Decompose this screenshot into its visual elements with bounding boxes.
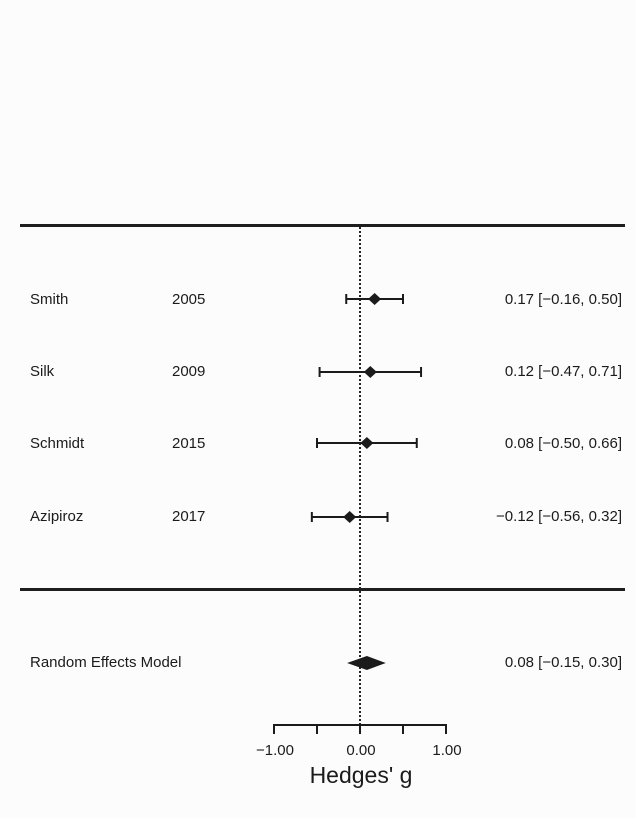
top-rule <box>20 224 625 227</box>
study-estimate-ci: 0.17 [−0.16, 0.50] <box>504 291 622 308</box>
summary-estimate-ci: 0.08 [−0.15, 0.30] <box>504 654 622 671</box>
study-name: Schmidt <box>30 435 85 452</box>
study-year: 2005 <box>172 291 206 308</box>
summary-diamond <box>347 656 386 670</box>
x-tick-label-zero: 0.00 <box>346 742 376 759</box>
point-estimate-diamond <box>343 511 357 523</box>
x-axis-title: Hedges' g <box>309 762 413 788</box>
study-year: 2009 <box>172 363 206 380</box>
x-tick-label-pos1: 1.00 <box>432 742 462 759</box>
study-estimate-ci: 0.12 [−0.47, 0.71] <box>504 363 622 380</box>
study-year: 2017 <box>172 508 206 525</box>
point-estimate-diamond <box>368 293 382 305</box>
point-estimate-diamond <box>363 366 377 378</box>
study-name: Silk <box>30 363 55 380</box>
zero-reference-line <box>359 227 361 725</box>
study-estimate-ci: 0.08 [−0.50, 0.66] <box>504 435 622 452</box>
study-name: Smith <box>30 291 69 308</box>
study-estimate-ci: −0.12 [−0.56, 0.32] <box>496 508 622 525</box>
point-estimate-diamond <box>360 437 374 449</box>
summary-separator-rule <box>20 588 625 591</box>
study-year: 2015 <box>172 435 206 452</box>
study-name: Azipiroz <box>30 508 84 525</box>
x-tick-label-neg1: −1.00 <box>256 742 294 759</box>
summary-model-label: Random Effects Model <box>30 654 182 671</box>
